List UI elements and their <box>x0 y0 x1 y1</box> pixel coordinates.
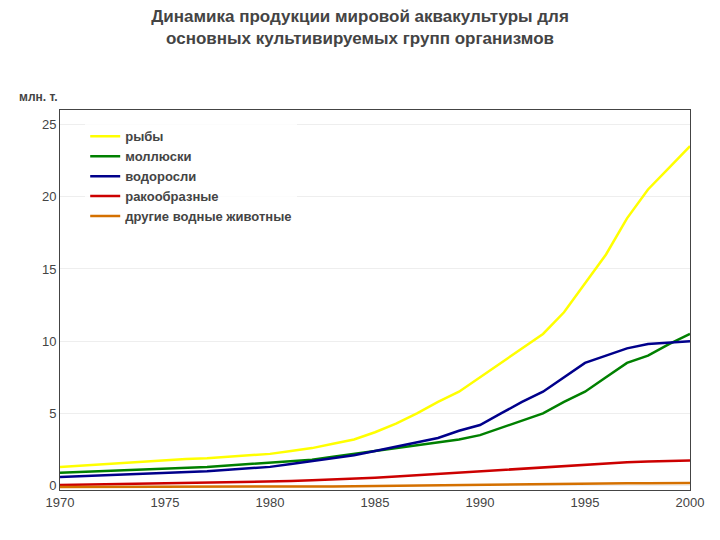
svg-text:другие водные животные: другие водные животные <box>125 209 291 224</box>
svg-text:моллюски: моллюски <box>125 149 191 164</box>
svg-text:25: 25 <box>42 117 56 132</box>
svg-text:10: 10 <box>42 334 56 349</box>
svg-text:водоросли: водоросли <box>125 169 196 184</box>
svg-text:20: 20 <box>42 189 56 204</box>
svg-text:5: 5 <box>49 406 56 421</box>
svg-text:0: 0 <box>49 478 56 493</box>
svg-text:млн. т.: млн. т. <box>19 90 58 104</box>
svg-text:1995: 1995 <box>571 495 600 510</box>
svg-text:рыбы: рыбы <box>125 129 163 144</box>
svg-text:1990: 1990 <box>466 495 495 510</box>
svg-text:2000: 2000 <box>676 495 705 510</box>
svg-text:15: 15 <box>42 261 56 276</box>
svg-text:1985: 1985 <box>361 495 390 510</box>
svg-text:1975: 1975 <box>151 495 180 510</box>
svg-text:1980: 1980 <box>256 495 285 510</box>
svg-text:1970: 1970 <box>46 495 75 510</box>
svg-text:Динамика продукции мировой акв: Динамика продукции мировой аквакультуры … <box>151 7 569 48</box>
svg-text:ракообразные: ракообразные <box>125 189 218 204</box>
